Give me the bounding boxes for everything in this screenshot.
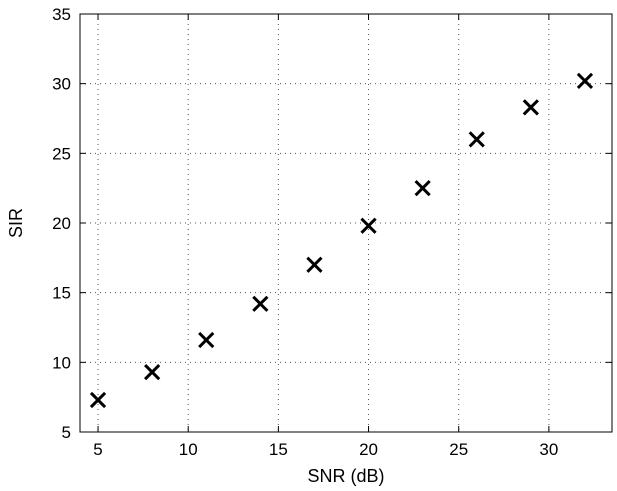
data-point-marker [252, 295, 269, 312]
data-point-marker [198, 331, 215, 349]
data-point-marker [306, 256, 323, 273]
x-axis-label: SNR (dB) [307, 466, 384, 486]
x-tick-labels: 5 10 15 20 25 30 [93, 440, 558, 459]
y-tick-labels: 5 10 15 20 25 30 35 [52, 5, 71, 442]
data-point-marker [360, 217, 377, 234]
axis-ticks [80, 13, 612, 433]
y-tick-label: 10 [52, 353, 71, 372]
y-tick-label: 5 [62, 423, 71, 442]
y-tick-label: 30 [52, 75, 71, 94]
data-point-marker [144, 363, 161, 381]
data-point-marker [576, 72, 594, 90]
x-tick-label: 25 [449, 440, 468, 459]
y-tick-label: 20 [52, 214, 71, 233]
grid-lines [80, 13, 612, 433]
y-tick-label: 25 [52, 144, 71, 163]
x-tick-label: 15 [269, 440, 288, 459]
x-tick-label: 10 [179, 440, 198, 459]
y-axis-label: SIR [6, 208, 26, 238]
data-point-marker [414, 180, 431, 197]
x-tick-label: 30 [539, 440, 558, 459]
data-point-marker [522, 99, 539, 116]
y-tick-label: 15 [52, 284, 71, 303]
data-point-marker [468, 131, 485, 148]
data-point-marker [89, 391, 107, 409]
x-tick-label: 20 [359, 440, 378, 459]
x-tick-label: 5 [93, 440, 102, 459]
y-tick-label: 35 [52, 5, 71, 24]
data-points [89, 72, 594, 409]
